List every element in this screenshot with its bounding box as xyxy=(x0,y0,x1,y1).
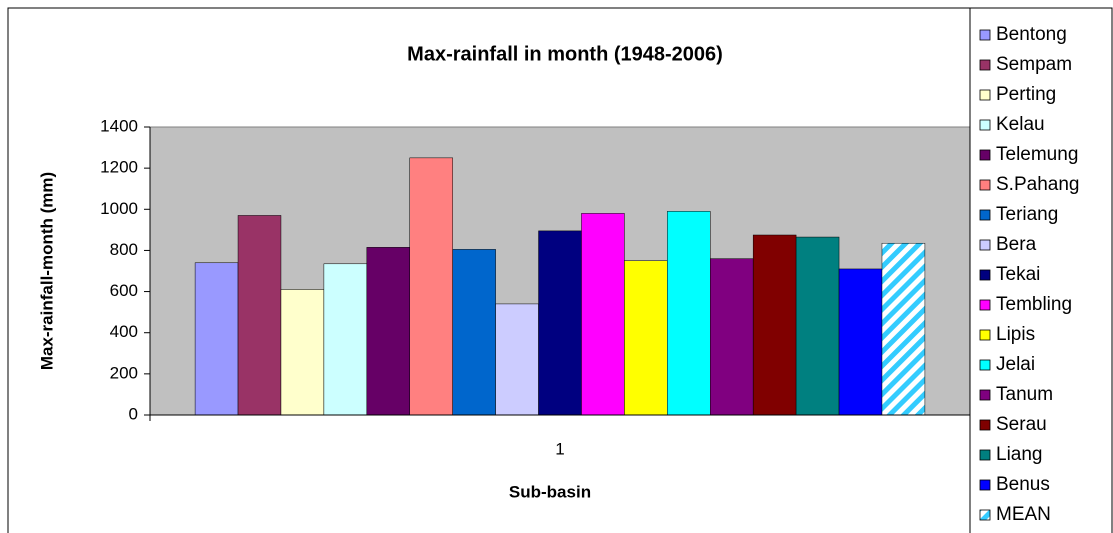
bar xyxy=(752,234,797,416)
bar xyxy=(194,262,239,416)
legend-swatch xyxy=(979,179,991,191)
legend-swatch xyxy=(979,119,991,131)
legend-swatch xyxy=(979,419,991,431)
legend-swatch xyxy=(979,209,991,221)
legend-swatch xyxy=(979,29,991,41)
y-tick-label: 0 xyxy=(129,404,138,423)
bar xyxy=(280,289,325,416)
legend-swatch xyxy=(979,509,991,521)
bar xyxy=(710,258,754,416)
legend-label: S.Pahang xyxy=(996,174,1079,195)
legend-label: Serau xyxy=(996,414,1047,435)
y-tick-label: 800 xyxy=(110,240,138,259)
legend-swatch xyxy=(979,359,991,371)
bar xyxy=(624,260,668,416)
x-axis-title: Sub-basin xyxy=(509,482,591,501)
legend-swatch xyxy=(979,449,991,461)
bar xyxy=(795,236,840,416)
bar xyxy=(881,242,926,416)
legend-label: Sempam xyxy=(996,54,1072,75)
legend-label: Bera xyxy=(996,234,1037,255)
legend-label: Teriang xyxy=(996,204,1058,225)
legend-label: Tembling xyxy=(996,294,1072,315)
bar xyxy=(538,230,582,416)
legend-label: Telemung xyxy=(996,144,1078,165)
legend-label: Perting xyxy=(996,84,1056,105)
legend-swatch xyxy=(979,329,991,341)
legend-swatch xyxy=(979,89,991,101)
legend-label: Jelai xyxy=(996,354,1035,375)
legend-swatch xyxy=(979,239,991,251)
bar xyxy=(366,247,410,416)
legend-swatch xyxy=(979,149,991,161)
bar xyxy=(581,213,625,416)
legend-swatch xyxy=(979,479,991,491)
legend-label: Tanum xyxy=(996,384,1053,405)
y-tick-label: 400 xyxy=(110,322,138,341)
bar xyxy=(667,211,711,416)
bar xyxy=(323,263,368,416)
y-tick-label: 200 xyxy=(110,363,138,382)
y-axis-title: Max-rainfall-month (mm) xyxy=(37,172,56,370)
legend-label: Kelau xyxy=(996,114,1045,135)
y-tick-label: 1400 xyxy=(100,116,138,135)
legend-swatch xyxy=(979,299,991,311)
legend-label: Benus xyxy=(996,474,1050,495)
legend-label: Lipis xyxy=(996,324,1035,345)
legend-box xyxy=(969,7,1113,533)
legend-label: Bentong xyxy=(996,24,1067,45)
bar xyxy=(452,249,496,416)
x-tick-label: 1 xyxy=(555,439,564,458)
legend-swatch xyxy=(979,59,991,71)
bar xyxy=(237,215,282,416)
bar xyxy=(409,157,453,416)
legend-swatch xyxy=(979,269,991,281)
legend-label: Liang xyxy=(996,444,1043,465)
y-tick-label: 600 xyxy=(110,281,138,300)
y-tick-label: 1000 xyxy=(100,199,138,218)
legend-swatch xyxy=(979,389,991,401)
legend-label: Tekai xyxy=(996,264,1040,285)
bar xyxy=(838,268,883,416)
bar xyxy=(495,303,539,416)
y-tick-label: 1200 xyxy=(100,158,138,177)
chart-title: Max-rainfall in month (1948-2006) xyxy=(407,43,723,65)
legend-label: MEAN xyxy=(996,504,1051,525)
